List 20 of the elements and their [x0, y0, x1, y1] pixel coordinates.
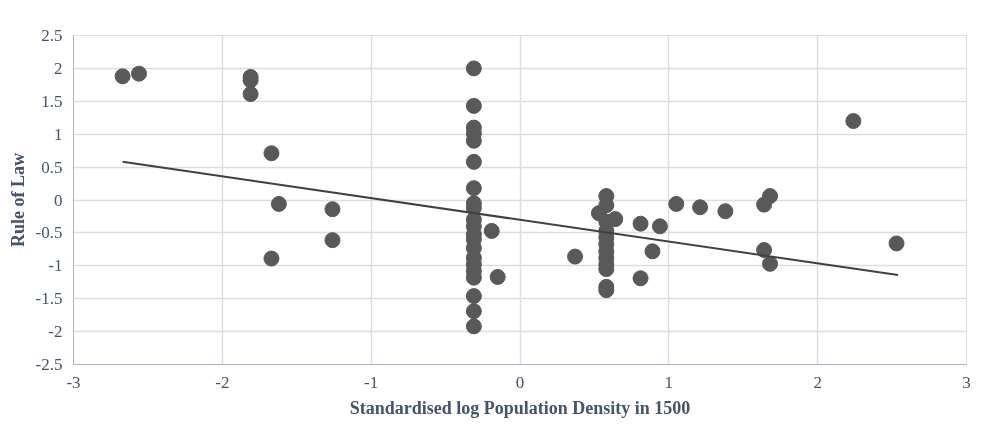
x-tick-label: 1 [664, 372, 674, 392]
y-tick-label: -2.5 [35, 355, 63, 374]
x-tick-label: -2 [215, 372, 230, 392]
y-tick-label: 1.5 [41, 91, 63, 111]
y-tick-label: -1 [48, 256, 63, 276]
x-axis-title: Standardised log Population Density in 1500 [349, 397, 691, 418]
y-tick-label: 0 [54, 190, 63, 210]
y-tick-label: 1 [54, 124, 63, 144]
y-tick-label: 0.5 [41, 157, 63, 177]
y-tick-label: -2 [48, 322, 63, 342]
y-tick-label: -1.5 [35, 289, 63, 309]
x-tick-label: -3 [66, 372, 81, 392]
x-tick-label: 2 [813, 372, 822, 392]
x-tick-label: 3 [962, 372, 971, 392]
x-tick-label: 0 [515, 372, 525, 392]
y-tick-label: 2.5 [41, 26, 63, 45]
y-tick-label: 2 [54, 58, 63, 78]
y-tick-label: -0.5 [35, 223, 63, 243]
y-axis-title: Rule of Law [7, 153, 28, 247]
x-tick-label: -1 [364, 372, 379, 392]
